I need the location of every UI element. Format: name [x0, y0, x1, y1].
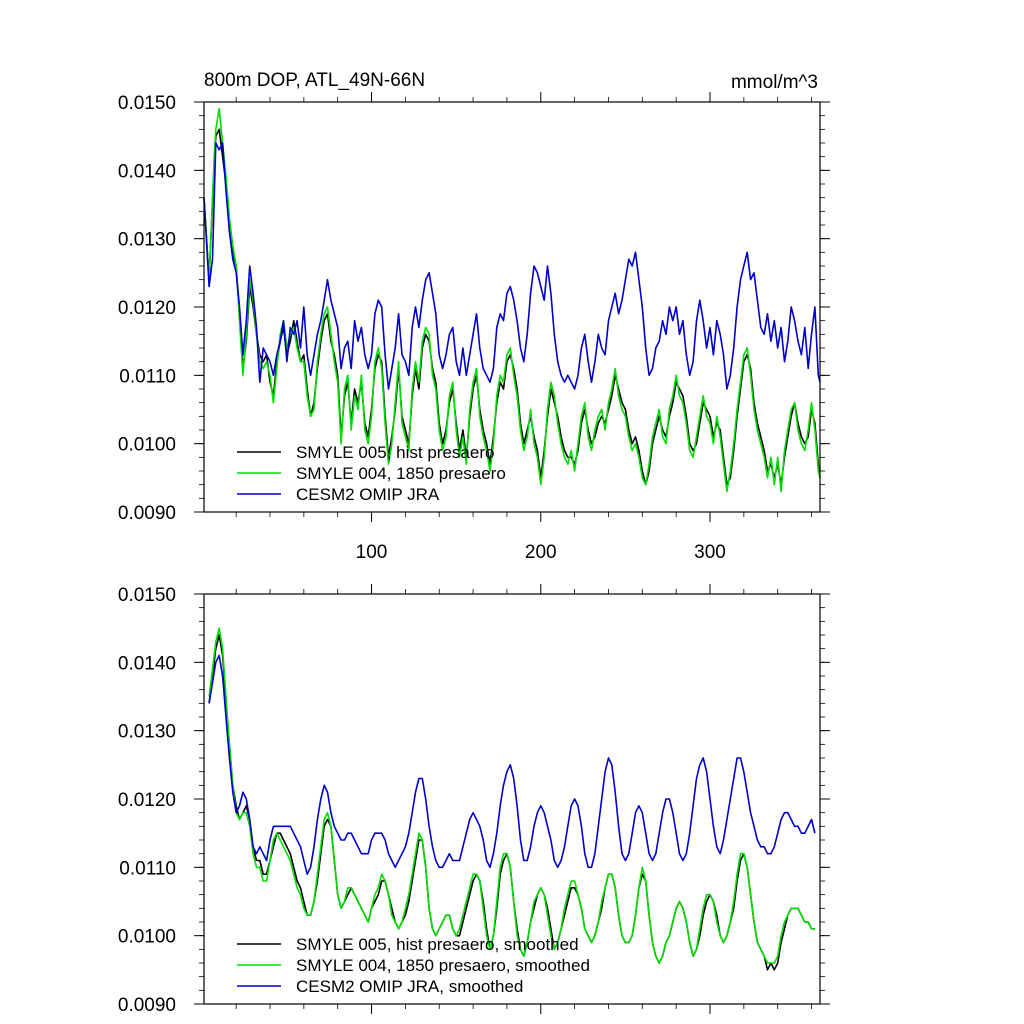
top-series-line-1	[203, 108, 821, 493]
bottom-legend-label-1: SMYLE 004, 1850 presaero, smoothed	[296, 956, 590, 975]
top-legend-label-1: SMYLE 004, 1850 presaero	[296, 464, 506, 483]
top-y-tick-label-5: 0.0140	[118, 161, 176, 182]
top-y-tick-label-3: 0.0120	[118, 298, 176, 319]
top-y-tick-labels: 0.0090 0.0100 0.0110 0.0120 0.0130 0.0140 0.01…	[118, 93, 176, 524]
bottom-y-tick-label-2: 0.0110	[119, 858, 176, 879]
bottom-y-tick-label-1: 0.0100	[118, 927, 176, 948]
top-x-tick-label-1: 200	[525, 542, 557, 563]
bottom-legend-label-0: SMYLE 005, hist presaero, smoothed	[296, 935, 579, 954]
top-y-tick-label-2: 0.0110	[119, 366, 176, 387]
bottom-y-tick-labels: 0.0090 0.0100 0.0110 0.0120 0.0130 0.0140 0.01…	[118, 585, 176, 1016]
top-y-tick-label-0: 0.0090	[118, 503, 176, 524]
top-panel: 0.0090 0.0100 0.0110 0.0120 0.0130 0.0140 0.01…	[118, 70, 830, 563]
top-x-tick-label-2: 300	[694, 542, 726, 563]
bottom-y-tick-label-6: 0.0150	[118, 585, 176, 606]
top-legend-label-0: SMYLE 005, hist presaero	[296, 443, 494, 462]
bottom-y-tick-label-5: 0.0140	[118, 653, 176, 674]
bottom-legend-label-2: CESM2 OMIP JRA, smoothed	[296, 977, 523, 996]
top-series-line-2	[203, 142, 821, 390]
bottom-y-tick-label-0: 0.0090	[118, 995, 176, 1016]
top-y-tick-label-6: 0.0150	[118, 93, 176, 114]
bottom-series-layer	[208, 627, 816, 971]
top-units-label: mmol/m^3	[731, 72, 818, 93]
bottom-y-tick-label-3: 0.0120	[118, 790, 176, 811]
top-x-tick-label-0: 100	[356, 542, 388, 563]
top-y-tick-label-1: 0.0100	[118, 435, 176, 456]
top-ticks-layer	[194, 92, 830, 522]
bottom-legend: SMYLE 005, hist presaero, smoothed SMYLE …	[237, 935, 590, 996]
top-x-tick-labels: 100 200 300	[356, 542, 726, 563]
top-legend-label-2: CESM2 OMIP JRA	[296, 485, 440, 504]
top-chart-title: 800m DOP, ATL_49N-66N	[204, 70, 425, 91]
top-y-tick-label-4: 0.0130	[118, 230, 176, 251]
bottom-series-line-2	[208, 654, 816, 875]
top-series-layer	[203, 108, 821, 493]
bottom-panel: 0.0090 0.0100 0.0110 0.0120 0.0130 0.0140 0.01…	[118, 584, 830, 1016]
bottom-series-line-1	[208, 627, 815, 964]
top-legend: SMYLE 005, hist presaero SMYLE 004, 1850 …	[237, 443, 506, 504]
bottom-ticks-layer	[194, 584, 830, 1014]
bottom-y-tick-label-4: 0.0130	[118, 722, 176, 743]
